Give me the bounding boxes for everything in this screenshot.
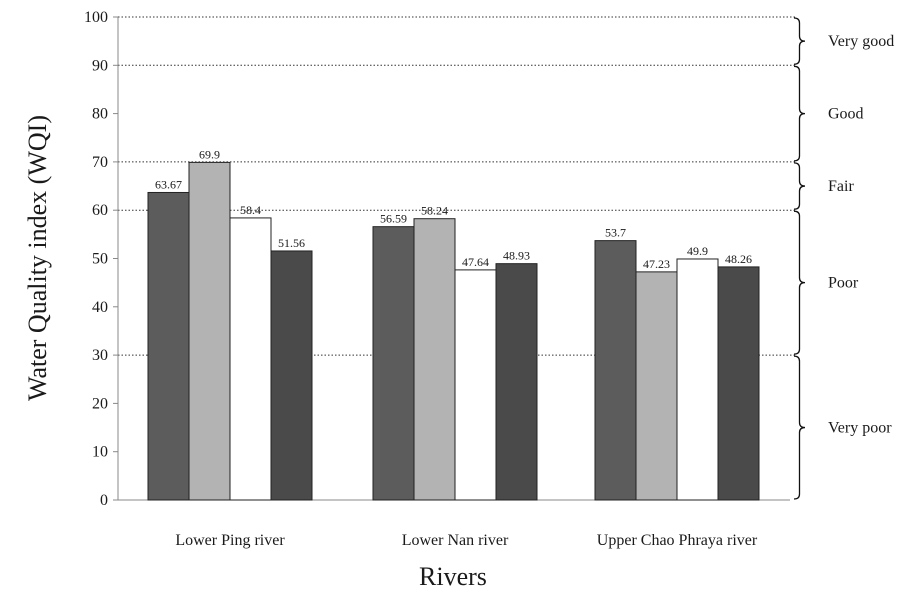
bar <box>594 240 637 501</box>
y-tick-label: 30 <box>92 347 108 364</box>
y-tick-label: 60 <box>92 202 108 219</box>
data-label: 69.9 <box>199 147 220 161</box>
quality-bands: Very good Good Fair Poor Very poor <box>793 17 894 500</box>
y-tick-label: 90 <box>92 57 108 74</box>
bar <box>413 218 456 501</box>
band-label: Good <box>828 106 864 123</box>
x-category-label: Lower Ping river <box>175 532 285 549</box>
bar <box>270 250 313 501</box>
data-label: 48.93 <box>503 249 530 263</box>
bar <box>717 266 760 501</box>
bar <box>676 258 719 501</box>
y-tick-label: 40 <box>92 299 108 316</box>
x-category-label: Lower Nan river <box>402 532 509 549</box>
y-tick-label: 100 <box>84 9 108 26</box>
data-label: 47.23 <box>643 257 670 271</box>
bar <box>372 226 415 501</box>
y-tick-label: 0 <box>100 492 108 509</box>
bars <box>147 161 760 501</box>
bar <box>188 161 231 501</box>
bar <box>229 217 272 501</box>
band-label: Very poor <box>828 420 892 437</box>
band-brace <box>793 162 806 210</box>
band-brace <box>793 65 806 162</box>
y-tick-label: 10 <box>92 444 108 461</box>
bar <box>147 191 190 501</box>
data-label: 53.7 <box>605 226 626 240</box>
x-axis-title: Rivers <box>419 562 487 591</box>
band-label: Poor <box>828 275 859 292</box>
bar <box>454 269 497 501</box>
y-tick-label: 70 <box>92 154 108 171</box>
data-label: 49.9 <box>687 244 708 258</box>
bar <box>495 263 538 501</box>
data-label: 63.67 <box>155 177 182 191</box>
band-label: Fair <box>828 178 854 195</box>
y-tick-label: 50 <box>92 251 108 268</box>
band-brace <box>793 17 806 65</box>
data-label: 58.24 <box>421 204 448 218</box>
y-tick-label: 20 <box>92 395 108 412</box>
band-brace <box>793 355 806 500</box>
y-tick-label: 80 <box>92 106 108 123</box>
data-labels: 63.67 69.9 58.4 51.56 56.59 58.24 47.64 48.93 53… <box>155 147 752 270</box>
data-label: 51.56 <box>278 236 305 250</box>
x-category-label: Upper Chao Phraya river <box>597 532 758 549</box>
band-brace <box>793 210 806 355</box>
data-label: 58.4 <box>240 203 261 217</box>
data-label: 47.64 <box>462 255 489 269</box>
data-label: 48.26 <box>725 252 752 266</box>
bar <box>635 271 678 501</box>
y-axis-title: Water Quality index (WQI) <box>23 115 52 401</box>
data-label: 56.59 <box>380 212 407 226</box>
band-label: Very good <box>828 33 894 50</box>
